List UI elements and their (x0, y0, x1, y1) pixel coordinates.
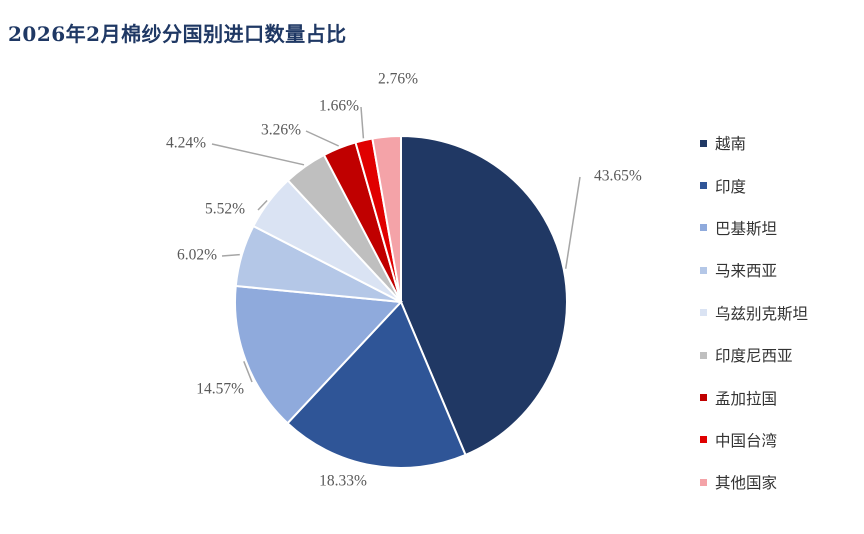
legend-label: 孟加拉国 (715, 389, 778, 408)
legend-item-indonesia: 印度尼西亚 (700, 334, 860, 376)
pie-slice-pakistan (234, 284, 404, 425)
chart-title: 2026年2月棉纱分国别进口数量占比 (8, 22, 347, 46)
legend-swatch (700, 139, 707, 147)
legend-label: 印度 (715, 177, 747, 196)
legend-label: 马来西亚 (715, 262, 778, 281)
pie-slice-vietnam (400, 134, 568, 457)
leader-line-pakistan (243, 361, 253, 383)
data-labels: 43.65% 18.33% 14.57% 6.02% 5.52% 4.24% 3.26% 1.… (166, 71, 642, 490)
data-label-others: 2.76% (378, 71, 418, 88)
leader-line-bangladesh (305, 130, 340, 147)
legend-item-vietnam: 越南 (700, 122, 860, 164)
legend-label: 巴基斯坦 (715, 219, 778, 238)
pie-slices (234, 134, 568, 469)
legend-item-bangladesh: 孟加拉国 (700, 376, 860, 418)
legend-swatch (700, 394, 707, 402)
legend-item-malaysia: 马来西亚 (700, 249, 860, 291)
leader-line-uzbekistan (257, 199, 268, 211)
chart-legend: 越南印度巴基斯坦马来西亚乌兹别克斯坦 印度尼西亚孟加拉国中国台湾其他国家 (700, 122, 860, 504)
legend-item-pakistan: 巴基斯坦 (700, 207, 860, 249)
leader-line-taiwan-china (360, 106, 365, 139)
data-label-uzbekistan: 5.52% (205, 201, 245, 218)
legend-label: 其他国家 (715, 474, 778, 493)
legend-item-others: 其他国家 (700, 461, 860, 503)
legend-label: 越南 (715, 135, 747, 154)
legend-swatch (700, 266, 707, 274)
leader-lines (211, 106, 581, 383)
data-label-malaysia: 6.02% (177, 247, 217, 264)
legend-swatch (700, 224, 707, 232)
leader-line-indonesia (211, 143, 305, 166)
legend-swatch (700, 351, 707, 359)
legend-item-india: 印度 (700, 164, 860, 206)
legend-label: 中国台湾 (715, 431, 778, 450)
pie-slice-india (286, 300, 467, 469)
pie-slice-others (371, 134, 402, 303)
data-label-taiwan-china: 1.66% (319, 98, 359, 115)
data-label-pakistan: 14.57% (196, 381, 244, 398)
legend-label: 印度尼西亚 (715, 347, 793, 366)
legend-swatch (700, 436, 707, 444)
data-label-vietnam: 43.65% (594, 168, 642, 185)
legend-swatch (700, 478, 707, 486)
legend-swatch (700, 182, 707, 190)
data-label-bangladesh: 3.26% (261, 122, 301, 139)
data-label-india: 18.33% (319, 473, 367, 490)
legend-item-uzbekistan: 乌兹别克斯坦 (700, 292, 860, 334)
leader-line-malaysia (221, 253, 240, 257)
legend-item-taiwan-china: 中国台湾 (700, 419, 860, 461)
legend-swatch (700, 309, 707, 317)
legend-label: 乌兹别克斯坦 (715, 304, 809, 323)
data-label-indonesia: 4.24% (166, 135, 206, 152)
leader-line-vietnam (564, 176, 581, 269)
